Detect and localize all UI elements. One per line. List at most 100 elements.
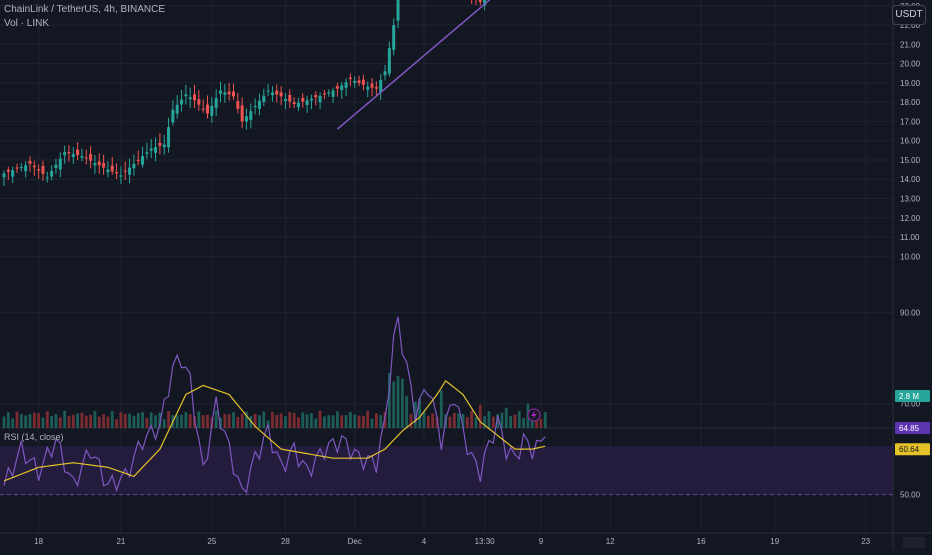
candle-body bbox=[58, 158, 62, 170]
axis-settings-button[interactable] bbox=[903, 537, 925, 548]
volume-tag-text: 2.8 M bbox=[899, 392, 919, 401]
volume-bar bbox=[331, 415, 335, 428]
price-tick-label: 12.00 bbox=[900, 214, 921, 223]
rsi-band bbox=[0, 446, 893, 495]
volume-bar bbox=[58, 417, 62, 428]
volume-legend: Vol · LINK bbox=[4, 18, 50, 29]
time-tick-label: 12 bbox=[606, 537, 615, 546]
candle-body bbox=[244, 116, 248, 122]
rsi-ma-tag-bg bbox=[895, 443, 930, 456]
candle-body bbox=[253, 105, 257, 107]
candle-body bbox=[11, 170, 15, 177]
candle-body bbox=[54, 164, 58, 169]
time-tick-label: 18 bbox=[34, 537, 43, 546]
volume-bar bbox=[262, 411, 266, 428]
candle-body bbox=[102, 163, 106, 168]
volume-bar bbox=[327, 415, 331, 428]
candle-body bbox=[6, 169, 10, 172]
volume-bar bbox=[288, 412, 292, 428]
candle-body bbox=[19, 167, 23, 169]
volume-bar bbox=[284, 416, 287, 428]
currency-button[interactable]: USDT bbox=[892, 5, 926, 25]
candle-body bbox=[93, 163, 97, 166]
volume-bar bbox=[457, 413, 461, 428]
time-tick-label: 19 bbox=[770, 537, 779, 546]
rsi-ma-tag: 60.64 bbox=[895, 443, 930, 456]
candle-body bbox=[279, 92, 283, 97]
candle-body bbox=[115, 172, 119, 174]
volume-bar bbox=[154, 415, 157, 428]
volume-bar bbox=[258, 415, 261, 428]
volume-bar bbox=[426, 415, 430, 428]
candle-body bbox=[162, 144, 166, 148]
candle-body bbox=[132, 163, 136, 169]
volume-bar bbox=[387, 372, 391, 428]
candle-body bbox=[379, 79, 383, 93]
time-tick-label: 16 bbox=[697, 537, 706, 546]
volume-bar bbox=[15, 411, 19, 428]
volume-bar bbox=[435, 416, 439, 428]
volume-bar bbox=[128, 413, 131, 428]
support-trendline[interactable] bbox=[336, 0, 618, 130]
volume-bar bbox=[71, 414, 75, 428]
candle-body bbox=[240, 105, 244, 122]
lightning-icon[interactable] bbox=[527, 408, 541, 422]
volume-bar bbox=[119, 412, 123, 428]
candle-body bbox=[210, 105, 214, 116]
volume-tag-bg bbox=[895, 390, 930, 402]
price-tick-label: 17.00 bbox=[900, 117, 921, 126]
candle-body bbox=[24, 165, 28, 172]
volume-bar bbox=[6, 412, 10, 428]
volume-bar bbox=[253, 413, 257, 428]
volume-bar bbox=[396, 375, 400, 428]
volume-bar bbox=[400, 378, 404, 428]
candle-body bbox=[123, 170, 127, 172]
volume-bar bbox=[465, 417, 469, 428]
volume-bar bbox=[245, 411, 248, 428]
candle-body bbox=[223, 92, 227, 95]
volume-bar bbox=[76, 413, 80, 428]
volume-bar bbox=[232, 412, 235, 428]
candle-body bbox=[249, 111, 253, 120]
volume-bar bbox=[158, 412, 162, 428]
volume-bar bbox=[24, 415, 28, 428]
volume-bar bbox=[409, 414, 413, 428]
candle-body bbox=[314, 94, 318, 98]
volume-bar bbox=[478, 404, 482, 428]
candle-body bbox=[119, 175, 123, 177]
candle-body bbox=[206, 104, 210, 114]
rsi-ma-tag-text: 60.64 bbox=[899, 445, 920, 454]
volume-bar bbox=[292, 413, 296, 428]
candle-body bbox=[292, 102, 296, 105]
volume-bar bbox=[110, 411, 114, 428]
volume-bar bbox=[379, 415, 383, 428]
volume-bar bbox=[63, 410, 67, 428]
volume-bar bbox=[361, 415, 365, 428]
candle-body bbox=[478, 0, 482, 2]
time-tick-label: 9 bbox=[539, 537, 544, 546]
candle-body bbox=[84, 157, 88, 159]
volume-bar bbox=[314, 418, 318, 428]
volume-bar bbox=[162, 419, 166, 428]
price-tick-label: 22.00 bbox=[900, 21, 921, 30]
rsi-value-tag: 64.85 bbox=[895, 422, 930, 435]
volume-bar bbox=[344, 415, 348, 428]
candles bbox=[2, 0, 490, 186]
volume-bar bbox=[80, 412, 84, 428]
candle-body bbox=[301, 97, 305, 102]
volume-bar bbox=[54, 414, 58, 428]
volume-bar bbox=[214, 410, 218, 428]
candle-body bbox=[201, 108, 205, 110]
rsi-title: RSI (14, close) bbox=[4, 432, 64, 442]
candle-body bbox=[136, 159, 140, 161]
candle-body bbox=[361, 79, 365, 85]
time-tick-label: 21 bbox=[116, 537, 125, 546]
volume-bar bbox=[141, 412, 144, 428]
volume-bar bbox=[89, 414, 92, 428]
price-tick-label: 11.00 bbox=[900, 233, 920, 242]
candle-body bbox=[97, 161, 101, 166]
volume-bar bbox=[37, 413, 41, 428]
candle-body bbox=[184, 94, 188, 97]
